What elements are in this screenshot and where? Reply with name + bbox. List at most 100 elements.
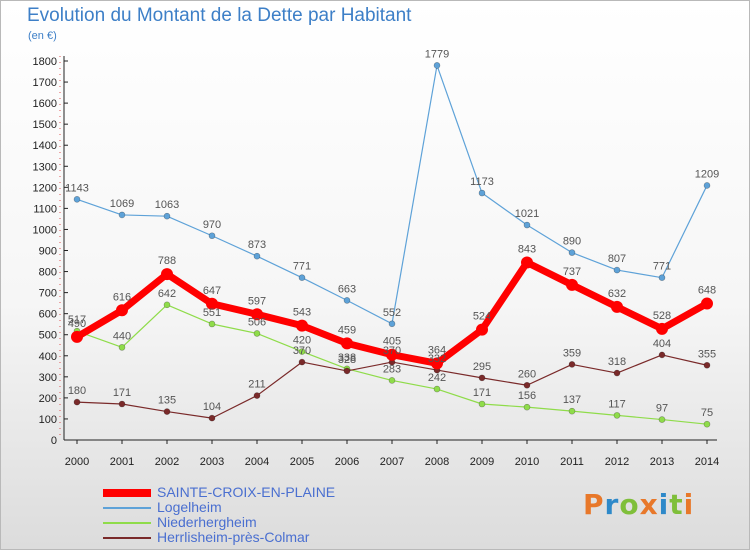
legend: SAINTE-CROIX-EN-PLAINE Logelheim Niederher… [103,485,403,545]
series-1 [73,62,711,328]
data-point [613,369,621,377]
y-tick-label: 1800 [33,56,57,68]
data-label: 355 [698,348,716,360]
data-point [386,348,398,361]
y-tick-label: 1400 [33,140,57,152]
data-point [478,374,486,382]
data-point [703,361,711,369]
x-tick-label: 2005 [290,456,314,468]
data-label: 1063 [155,199,179,211]
data-label: 318 [608,356,626,368]
data-point [568,407,576,415]
x-tick-label: 2004 [245,456,269,468]
data-label: 632 [608,288,626,300]
y-tick-label: 300 [39,372,57,384]
data-point [296,319,308,332]
y-tick-label: 1700 [33,77,57,89]
logo-letter: i [683,488,695,521]
legend-swatch [103,522,151,524]
y-tick-label: 400 [39,351,57,363]
x-tick-label: 2002 [155,456,179,468]
data-point [433,385,441,393]
series-0 [71,256,713,370]
data-point [251,308,263,321]
data-label: 771 [653,261,671,273]
data-label: 440 [113,330,131,342]
data-point [431,357,443,370]
data-label: 364 [428,344,446,356]
data-point [343,367,351,375]
y-tick-label: 1100 [33,203,57,215]
data-point [433,62,441,69]
data-labels-layer: 490 616 788 647 597 543 459 405 364 524 843 737 632 5… [65,48,719,419]
y-tick-label: 0 [51,435,57,447]
legend-swatch [103,507,151,509]
data-label: 260 [518,368,536,380]
data-point [118,400,126,408]
chart-unit-label: (en €) [28,30,57,42]
data-point [476,323,488,336]
logo-letter: o [619,488,640,521]
x-tick-label: 2009 [470,456,494,468]
data-label: 459 [338,324,356,336]
y-tick-label: 800 [39,267,57,279]
data-label: 737 [563,266,581,278]
data-label: 75 [701,407,713,419]
data-label: 370 [293,345,311,357]
data-label: 524 [473,311,491,323]
x-tick-label: 2010 [515,456,539,468]
data-point [568,249,576,256]
data-label: 771 [293,261,311,273]
proxiti-logo: Proxiti [583,488,694,521]
data-label: 135 [158,395,176,407]
legend-item: SAINTE-CROIX-EN-PLAINE [103,485,403,500]
logo-letter: i [658,488,670,521]
data-point [116,304,128,317]
data-label: 970 [203,219,221,231]
data-label: 332 [428,353,446,365]
logo-letter: P [583,488,605,521]
data-label: 295 [473,361,491,373]
data-point [208,320,216,328]
data-point [163,301,171,309]
data-label: 359 [563,347,581,359]
data-label: 242 [428,372,446,384]
data-point [611,300,623,313]
data-label: 328 [338,354,356,366]
data-label: 648 [698,285,716,297]
x-tick-label: 2006 [335,456,359,468]
y-tick-label: 100 [39,414,57,426]
data-label: 528 [653,310,671,322]
data-label: 490 [68,318,86,330]
x-tick-label: 2013 [650,456,674,468]
data-point [73,398,81,406]
data-label: 551 [203,307,221,319]
data-label: 1779 [425,48,449,60]
data-label: 370 [383,345,401,357]
data-label: 616 [113,291,131,303]
legend-item: Herrlisheim-près-Colmar [103,530,403,545]
data-label: 404 [653,338,671,350]
data-point [568,361,576,368]
data-label: 97 [656,403,668,415]
data-point [253,252,261,260]
data-point [701,297,713,310]
data-label: 642 [158,288,176,300]
data-point [658,274,666,281]
data-point [206,297,218,310]
legend-label: Niederhergheim [157,514,257,530]
data-point [703,420,711,428]
x-tick-label: 2014 [695,456,719,468]
x-tick-label: 2000 [65,456,89,468]
data-point [566,278,578,291]
data-point [163,408,171,415]
y-tick-label: 200 [39,393,57,405]
data-label: 506 [248,316,266,328]
y-tick-label: 700 [39,288,57,300]
y-tick-label: 600 [39,309,57,321]
data-label: 1143 [65,182,89,194]
data-point [208,232,216,240]
y-tick-label: 1300 [33,161,57,173]
legend-swatch [103,489,151,497]
